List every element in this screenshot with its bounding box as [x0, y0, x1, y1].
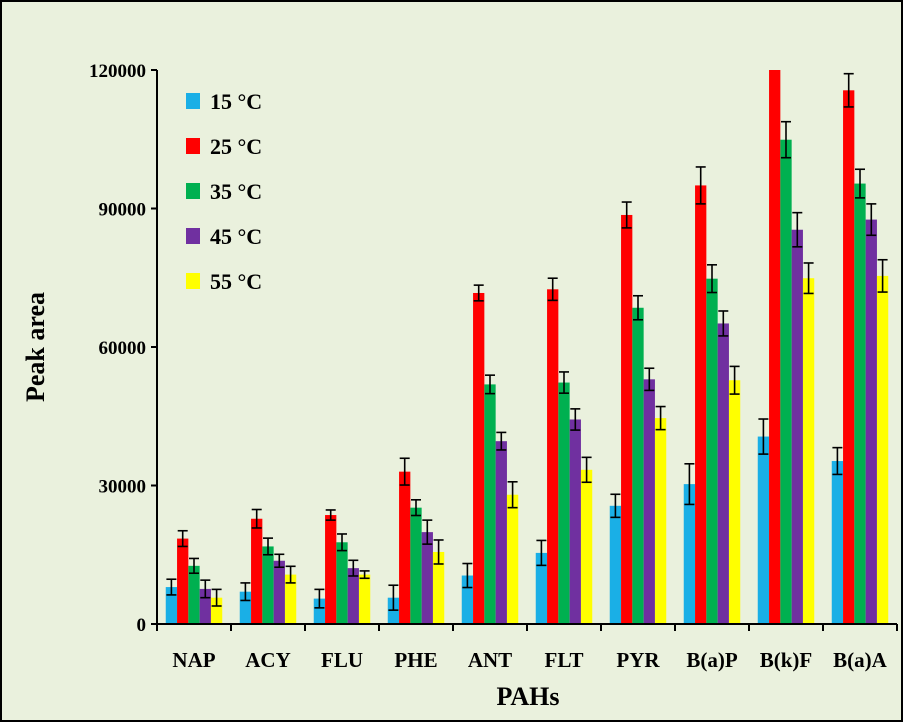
bar — [262, 546, 273, 624]
legend-label: 15 °C — [210, 89, 262, 114]
x-tick-label: B(k)F — [760, 648, 813, 672]
bar — [832, 461, 843, 624]
bar — [695, 185, 706, 624]
legend-label: 55 °C — [210, 269, 262, 294]
legend-label: 35 °C — [210, 179, 262, 204]
bar — [758, 437, 769, 624]
bar — [473, 293, 484, 624]
y-tick-label: 90000 — [99, 200, 147, 221]
x-tick-label: ACY — [245, 648, 291, 672]
bar — [507, 495, 518, 624]
y-tick-label: 30000 — [99, 477, 147, 498]
bar — [558, 383, 569, 624]
legend-swatch — [186, 273, 200, 289]
bar — [496, 441, 507, 624]
x-tick-label: FLU — [321, 648, 363, 672]
bar — [188, 566, 199, 624]
y-axis-label: Peak area — [21, 292, 50, 402]
bar — [399, 472, 410, 624]
bar — [655, 418, 666, 624]
x-tick-label: FLT — [545, 648, 584, 672]
x-axis-label: PAHs — [496, 682, 559, 711]
bar — [780, 140, 791, 624]
bar — [729, 380, 740, 624]
legend-label: 45 °C — [210, 224, 262, 249]
bar — [843, 90, 854, 624]
legend-swatch — [186, 138, 200, 154]
y-tick-label: 60000 — [99, 338, 147, 359]
bar — [866, 220, 877, 624]
legend-swatch — [186, 93, 200, 109]
legend-swatch — [186, 183, 200, 199]
x-tick-label: NAP — [172, 648, 215, 672]
bar — [854, 184, 865, 624]
y-tick-label: 120000 — [89, 61, 146, 82]
x-tick-label: B(a)A — [833, 648, 887, 672]
bar — [610, 506, 621, 624]
bar — [336, 542, 347, 624]
x-tick-label: B(a)P — [686, 648, 737, 672]
bar — [792, 230, 803, 624]
bar — [359, 575, 370, 624]
x-tick-label: ANT — [468, 648, 512, 672]
x-tick-label: PHE — [394, 648, 437, 672]
x-tick-label: PYR — [616, 648, 660, 672]
bar — [422, 532, 433, 624]
bar — [581, 470, 592, 624]
bar — [718, 323, 729, 624]
bar — [632, 308, 643, 624]
legend-swatch — [186, 228, 200, 244]
bar — [410, 508, 421, 624]
bar — [706, 279, 717, 624]
bar — [621, 215, 632, 624]
bar — [803, 278, 814, 624]
bar — [484, 384, 495, 624]
bar — [877, 276, 888, 624]
bar — [547, 289, 558, 624]
bar — [769, 70, 780, 624]
bar — [274, 561, 285, 624]
bar — [325, 515, 336, 624]
bar — [644, 379, 655, 624]
bar — [570, 419, 581, 624]
bar — [251, 519, 262, 624]
bar — [177, 539, 188, 624]
legend-label: 25 °C — [210, 134, 262, 159]
y-tick-label: 0 — [137, 615, 147, 636]
